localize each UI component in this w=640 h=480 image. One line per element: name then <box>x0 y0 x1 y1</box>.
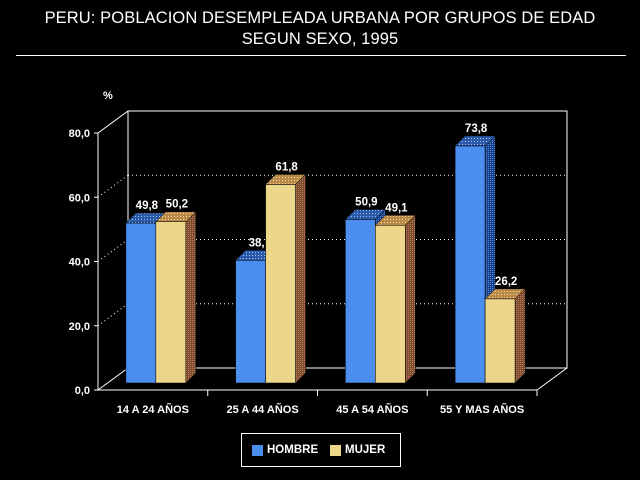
legend: HOMBRE MUJER <box>241 433 401 467</box>
y-tick-label: 0,0 <box>75 385 90 397</box>
y-axis-unit: % <box>103 90 113 102</box>
legend-label-hombre: HOMBRE <box>267 444 319 456</box>
data-label-mujer: 49,1 <box>385 202 408 214</box>
x-tick-label: 55 Y MAS AÑOS <box>440 403 524 416</box>
legend-label-mujer: MUJER <box>345 444 386 456</box>
bar-mujer <box>265 184 296 384</box>
bar-side-mujer <box>405 214 416 384</box>
legend-swatch-mujer <box>330 445 341 456</box>
x-tick-label: 14 A 24 AÑOS <box>117 403 189 416</box>
y-tick-label: 60,0 <box>69 192 90 204</box>
data-label-hombre: 50,9 <box>355 196 377 208</box>
legend-swatch-hombre <box>252 445 263 456</box>
gridline-side <box>97 303 129 327</box>
data-label-mujer: 26,2 <box>495 276 517 288</box>
left-top-edge <box>97 110 129 134</box>
bar-hombre <box>235 260 266 384</box>
bar-side-mujer <box>185 211 197 384</box>
bar-mujer <box>155 221 187 384</box>
x-tick-label: 45 A 54 AÑOS <box>336 403 408 416</box>
bar-hombre <box>454 145 486 384</box>
y-tick-label: 40,0 <box>69 257 90 269</box>
bar-hombre <box>125 222 157 384</box>
bar-hombre <box>345 219 376 384</box>
data-label-mujer: 61,8 <box>275 161 298 173</box>
bar-mujer <box>375 225 406 384</box>
data-label-mujer: 50,2 <box>166 199 188 211</box>
y-tick-label: 20,0 <box>69 321 90 333</box>
floor-left-edge <box>97 367 129 391</box>
bar-side-mujer <box>295 173 306 384</box>
y-tick-label: 80,0 <box>69 128 90 140</box>
floor-right-edge <box>536 367 568 391</box>
data-label-hombre: 49,8 <box>136 200 159 212</box>
title-line-1: PERU: POBLACION DESEMPLEADA URBANA POR G… <box>44 9 596 27</box>
bar-mujer <box>484 298 516 384</box>
title-line-2: SEGUN SEXO, 1995 <box>241 30 399 48</box>
bar-side-mujer <box>514 288 526 384</box>
title-divider <box>16 55 626 56</box>
gridline-side <box>97 239 129 262</box>
chart-title: PERU: POBLACION DESEMPLEADA URBANA POR G… <box>0 8 640 50</box>
data-label-hombre: 73,8 <box>465 123 488 135</box>
x-tick-label: 25 A 44 AÑOS <box>227 403 299 416</box>
gridline-side <box>97 174 129 198</box>
data-label-hombre: 38, <box>249 237 265 249</box>
